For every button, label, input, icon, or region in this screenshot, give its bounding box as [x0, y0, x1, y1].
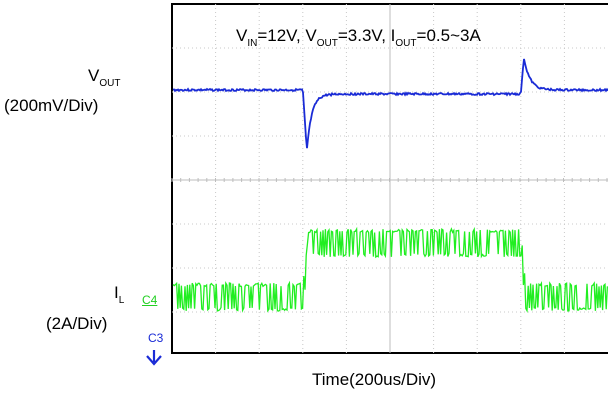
c3-ground-marker: C3 [148, 331, 164, 345]
test-condition-label: VIN=12V, VOUT=3.3V, IOUT=0.5~3A [236, 26, 481, 49]
x-axis-label: Time(200us/Div) [312, 370, 437, 389]
il-trace [172, 226, 608, 314]
il-scale-label: (2A/Div) [46, 314, 108, 333]
il-channel-label: IL [114, 283, 125, 306]
c4-channel-marker: C4 [142, 293, 158, 307]
vout-trace [172, 58, 608, 149]
vout-scale-label: (200mV/Div) [4, 96, 99, 115]
c3-ground-arrow [146, 350, 162, 366]
vout-channel-label: VOUT [88, 66, 121, 89]
